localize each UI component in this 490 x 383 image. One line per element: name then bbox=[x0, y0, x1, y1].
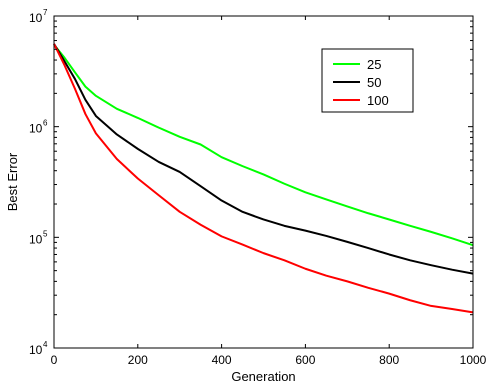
x-tick-label: 0 bbox=[51, 353, 58, 367]
y-tick-label-base: 10 bbox=[29, 232, 43, 246]
legend: 25 50 100 bbox=[321, 48, 414, 113]
y-tick-label-base: 10 bbox=[29, 11, 43, 25]
series-line-25 bbox=[53, 44, 474, 247]
x-tick-label: 800 bbox=[379, 353, 399, 367]
y-tick-label-base: 10 bbox=[29, 122, 43, 136]
legend-label-100: 100 bbox=[367, 93, 389, 108]
y-tick-label-base: 10 bbox=[29, 343, 43, 357]
x-tick-label: 1000 bbox=[460, 353, 487, 367]
y-tick-label-exponent: 6 bbox=[43, 119, 48, 128]
series-line-100 bbox=[53, 43, 474, 314]
x-axis-label: Generation bbox=[231, 369, 295, 383]
plot-frame bbox=[53, 15, 474, 349]
legend-box bbox=[321, 48, 414, 113]
x-tick-label: 200 bbox=[128, 353, 148, 367]
y-tick-label-exponent: 5 bbox=[43, 229, 48, 238]
x-tick-label: 600 bbox=[295, 353, 315, 367]
series-layer bbox=[53, 43, 474, 314]
y-axis-label: Best Error bbox=[5, 152, 20, 211]
legend-label-50: 50 bbox=[367, 75, 381, 90]
x-tick-label: 400 bbox=[212, 353, 232, 367]
legend-label-25: 25 bbox=[367, 57, 381, 72]
y-tick-label-exponent: 4 bbox=[43, 340, 48, 349]
y-tick-label-exponent: 7 bbox=[43, 8, 48, 17]
series-line-50 bbox=[53, 43, 474, 275]
